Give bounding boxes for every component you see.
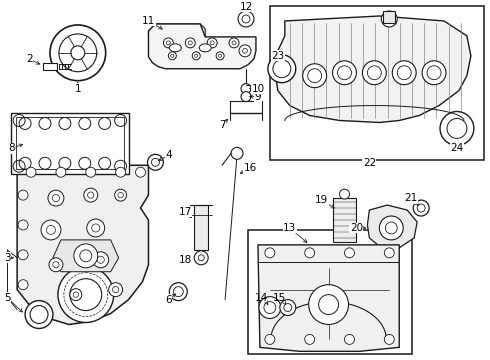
Text: 2: 2 (26, 54, 32, 64)
Circle shape (440, 112, 474, 145)
Text: 24: 24 (450, 143, 464, 153)
Circle shape (70, 289, 82, 301)
Circle shape (192, 52, 200, 60)
Polygon shape (275, 16, 471, 122)
Circle shape (84, 188, 98, 202)
Text: 5: 5 (4, 293, 10, 303)
Circle shape (265, 248, 275, 258)
Text: 8: 8 (8, 143, 15, 153)
Text: 4: 4 (165, 150, 172, 160)
Ellipse shape (199, 44, 211, 52)
Circle shape (109, 283, 122, 297)
Polygon shape (148, 24, 256, 69)
Circle shape (185, 38, 195, 48)
Circle shape (87, 219, 105, 237)
Circle shape (18, 250, 28, 260)
Circle shape (26, 167, 36, 177)
Circle shape (74, 244, 98, 268)
Circle shape (18, 220, 28, 230)
Circle shape (239, 45, 251, 57)
Circle shape (280, 300, 296, 315)
Bar (43, 63, 57, 70)
Circle shape (58, 267, 114, 323)
Bar (11, 113, 128, 174)
Circle shape (169, 52, 176, 60)
Circle shape (333, 61, 356, 85)
Circle shape (116, 167, 125, 177)
Polygon shape (53, 240, 119, 272)
Bar (383, 11, 395, 23)
Circle shape (241, 84, 251, 94)
Text: 15: 15 (273, 293, 287, 303)
Text: 9: 9 (255, 91, 261, 102)
Text: 12: 12 (240, 2, 253, 12)
Bar (16, 117, 123, 169)
Bar (333, 198, 356, 242)
Circle shape (163, 38, 173, 48)
Circle shape (259, 297, 281, 319)
Polygon shape (258, 245, 399, 351)
Circle shape (86, 167, 96, 177)
Circle shape (136, 167, 146, 177)
Circle shape (305, 248, 315, 258)
Circle shape (413, 200, 429, 216)
Circle shape (305, 334, 315, 345)
Circle shape (194, 251, 208, 265)
Text: 13: 13 (283, 223, 296, 233)
Circle shape (344, 248, 354, 258)
Circle shape (381, 11, 397, 27)
Circle shape (49, 258, 63, 272)
Text: 3: 3 (4, 253, 10, 263)
Circle shape (265, 334, 275, 345)
Polygon shape (368, 205, 417, 248)
Bar (270, 6, 484, 160)
Bar (248, 230, 412, 354)
Circle shape (241, 92, 251, 102)
Circle shape (344, 334, 354, 345)
Text: 20: 20 (350, 223, 363, 233)
Circle shape (392, 61, 416, 85)
Text: 7: 7 (219, 121, 225, 130)
Ellipse shape (170, 44, 181, 52)
Polygon shape (17, 165, 148, 324)
Text: 21: 21 (405, 193, 418, 203)
Circle shape (48, 190, 64, 206)
Text: 14: 14 (255, 293, 269, 303)
Text: 16: 16 (244, 163, 257, 173)
Circle shape (147, 154, 163, 170)
Circle shape (56, 167, 66, 177)
Circle shape (268, 55, 296, 83)
Text: 22: 22 (363, 158, 376, 168)
Circle shape (384, 248, 394, 258)
Text: 17: 17 (179, 207, 192, 217)
Circle shape (340, 189, 349, 199)
Text: 18: 18 (179, 255, 192, 265)
Circle shape (379, 216, 403, 240)
Bar (194, 205, 208, 250)
Circle shape (303, 64, 327, 87)
Circle shape (363, 61, 386, 85)
Circle shape (25, 301, 53, 328)
Circle shape (216, 52, 224, 60)
Circle shape (170, 283, 187, 301)
Circle shape (309, 285, 348, 324)
Circle shape (238, 11, 254, 27)
Text: 19: 19 (315, 195, 328, 205)
Circle shape (18, 190, 28, 200)
Circle shape (93, 252, 109, 268)
Circle shape (18, 280, 28, 290)
Text: 6: 6 (165, 294, 172, 305)
Circle shape (229, 38, 239, 48)
Circle shape (384, 334, 394, 345)
Circle shape (231, 147, 243, 159)
Text: 11: 11 (142, 16, 155, 26)
Circle shape (207, 38, 217, 48)
Polygon shape (148, 24, 205, 37)
Text: 23: 23 (271, 51, 285, 61)
Circle shape (115, 189, 126, 201)
Text: 1: 1 (74, 84, 81, 94)
Circle shape (422, 61, 446, 85)
Text: 10: 10 (251, 84, 265, 94)
Circle shape (41, 220, 61, 240)
